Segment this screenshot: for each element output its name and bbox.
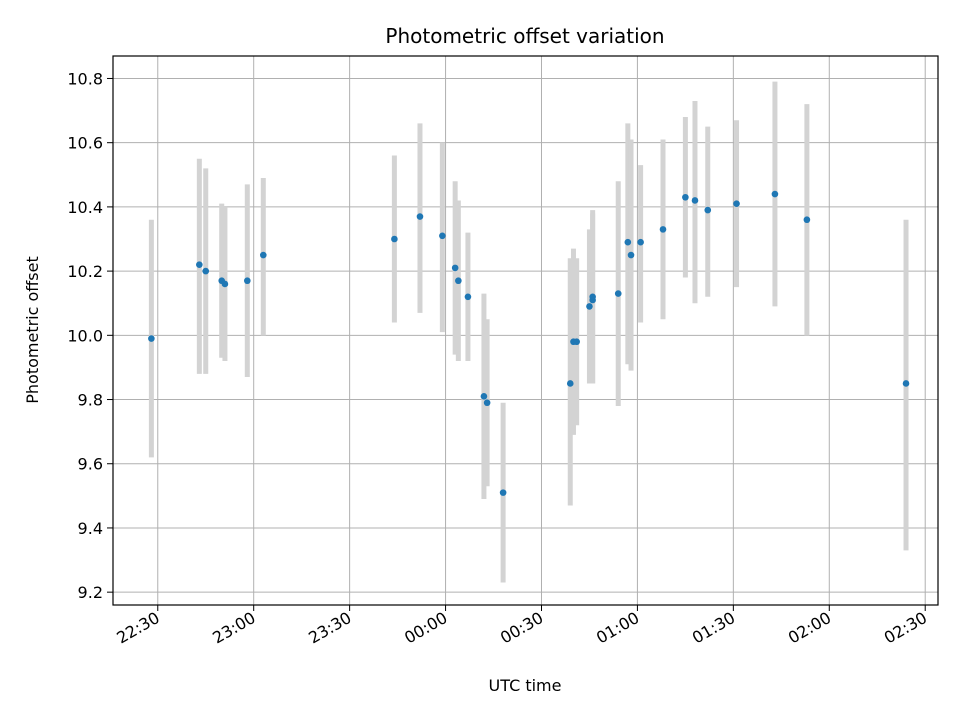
chart-title: Photometric offset variation bbox=[385, 24, 664, 48]
data-point bbox=[589, 293, 596, 301]
data-point bbox=[659, 226, 667, 233]
y-axis: 9.2 9.4 9.6 9.8 10.0 10.2 10.4 10.6 10.8 bbox=[67, 69, 113, 602]
data-point bbox=[637, 238, 644, 246]
data-point bbox=[196, 261, 203, 268]
data-point bbox=[483, 399, 491, 407]
data-point bbox=[682, 193, 689, 201]
x-axis-label: UTC time bbox=[489, 676, 562, 695]
data-point bbox=[624, 238, 632, 246]
y-tick-label: 10.0 bbox=[67, 326, 103, 345]
data-point bbox=[566, 380, 574, 387]
data-point bbox=[480, 393, 488, 400]
data-point bbox=[691, 197, 699, 204]
data-point bbox=[259, 251, 267, 259]
data-point bbox=[416, 213, 424, 220]
data-point bbox=[586, 303, 593, 310]
data-points bbox=[148, 190, 910, 496]
data-point bbox=[451, 264, 459, 272]
data-point bbox=[733, 200, 740, 207]
data-point bbox=[244, 277, 251, 285]
data-point bbox=[202, 267, 210, 275]
plot-frame bbox=[112, 55, 939, 606]
y-tick-label: 10.8 bbox=[67, 69, 103, 88]
data-point bbox=[573, 338, 580, 346]
y-tick-label: 9.6 bbox=[78, 455, 103, 474]
y-tick-label: 10.6 bbox=[67, 134, 103, 153]
data-point bbox=[221, 280, 229, 288]
y-tick-label: 10.4 bbox=[67, 198, 103, 217]
data-point bbox=[455, 277, 462, 285]
data-point bbox=[614, 290, 622, 297]
y-axis-label: Photometric offset bbox=[23, 256, 42, 404]
y-tick-label: 9.2 bbox=[78, 583, 103, 602]
data-point bbox=[464, 293, 472, 301]
data-point bbox=[391, 235, 398, 243]
data-point bbox=[704, 206, 712, 214]
data-point bbox=[627, 251, 635, 259]
y-tick-label: 10.2 bbox=[67, 262, 103, 281]
y-tick-label: 9.8 bbox=[78, 391, 103, 410]
data-point bbox=[803, 216, 811, 224]
data-point bbox=[902, 380, 910, 387]
data-point bbox=[771, 190, 779, 198]
data-point bbox=[499, 489, 507, 496]
data-point bbox=[148, 335, 155, 342]
y-tick-label: 9.4 bbox=[78, 519, 103, 538]
grid bbox=[113, 56, 938, 605]
data-point bbox=[439, 232, 446, 240]
